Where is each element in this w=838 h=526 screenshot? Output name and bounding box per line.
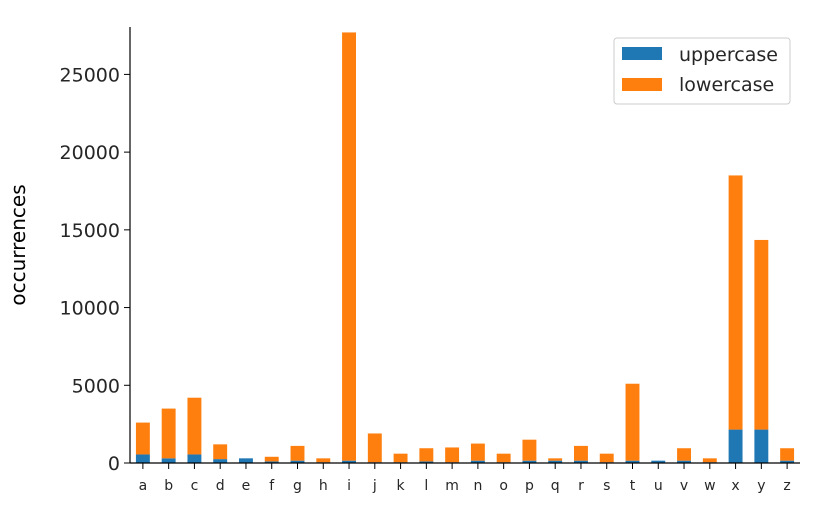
bar-uppercase-l <box>419 461 434 463</box>
x-tick-label-a: a <box>139 478 148 494</box>
bar-uppercase-q <box>548 460 563 463</box>
bar-lowercase-c <box>187 397 202 455</box>
x-tick-label-q: q <box>551 478 560 494</box>
bar-lowercase-s <box>599 453 614 463</box>
x-tick-label-u: u <box>654 478 663 494</box>
x-tick-label-n: n <box>473 478 482 494</box>
bar-uppercase-e <box>239 458 253 463</box>
bar-uppercase-b <box>161 458 176 463</box>
bar-uppercase-f <box>264 461 279 463</box>
x-tick-label-l: l <box>424 478 428 494</box>
bar-lowercase-n <box>470 443 485 461</box>
y-tick-label: 15000 <box>60 220 120 242</box>
bar-lowercase-t <box>625 383 640 461</box>
bar-lowercase-r <box>574 445 588 461</box>
bar-uppercase-n <box>470 460 485 463</box>
bar-uppercase-y <box>754 429 769 463</box>
legend-swatch-uppercase <box>622 47 662 60</box>
y-tick-label: 5000 <box>72 375 120 397</box>
y-tick-label: 0 <box>108 453 120 475</box>
legend: uppercase lowercase <box>613 37 791 105</box>
legend-swatch-lowercase <box>622 78 662 91</box>
x-tick-label-j: j <box>372 478 377 494</box>
plot-area <box>135 32 795 463</box>
x-tick-label-p: p <box>525 478 534 494</box>
bar-lowercase-k <box>393 453 408 463</box>
bar-lowercase-f <box>264 456 279 462</box>
x-tick-label-w: w <box>704 478 715 494</box>
x-tick-label-i: i <box>347 478 351 494</box>
y-tick-label: 20000 <box>60 142 120 164</box>
bar-lowercase-d <box>213 444 228 460</box>
x-tick-label-b: b <box>164 478 173 494</box>
y-tick-label: 10000 <box>60 298 120 320</box>
bar-uppercase-v <box>677 460 691 463</box>
x-tick-label-z: z <box>783 478 790 494</box>
bar-lowercase-y <box>754 239 769 430</box>
y-tick-label: 25000 <box>60 64 120 86</box>
bar-uppercase-d <box>213 459 228 463</box>
bar-lowercase-z <box>780 448 795 461</box>
x-tick-label-s: s <box>603 478 610 494</box>
x-tick-label-m: m <box>445 478 459 494</box>
bar-uppercase-u <box>651 460 666 463</box>
legend-label-uppercase: uppercase <box>679 44 778 66</box>
bar-uppercase-g <box>290 460 305 463</box>
x-tick-label-t: t <box>630 478 636 494</box>
x-tick-label-v: v <box>680 478 688 494</box>
bar-lowercase-w <box>702 458 717 463</box>
bar-lowercase-x <box>728 175 743 430</box>
bar-lowercase-v <box>677 448 691 461</box>
y-axis-label: occurrences <box>6 184 30 305</box>
legend-label-lowercase: lowercase <box>679 74 774 96</box>
x-tick-label-r: r <box>578 478 584 494</box>
x-tick-label-o: o <box>499 478 508 494</box>
bar-lowercase-j <box>367 433 382 463</box>
bar-lowercase-o <box>496 453 511 463</box>
bar-lowercase-l <box>419 448 434 462</box>
bar-lowercase-i <box>342 32 356 461</box>
x-tick-label-x: x <box>731 478 739 494</box>
bar-lowercase-g <box>290 445 305 461</box>
bar-uppercase-i <box>342 460 356 463</box>
bar-lowercase-b <box>161 408 176 459</box>
x-tick-label-y: y <box>757 478 765 494</box>
bar-uppercase-z <box>780 460 795 463</box>
bar-uppercase-c <box>187 454 202 463</box>
bar-uppercase-x <box>728 429 743 463</box>
bar-uppercase-p <box>522 460 537 463</box>
bar-lowercase-p <box>522 439 537 461</box>
bar-uppercase-r <box>574 460 588 463</box>
x-tick-label-g: g <box>293 478 302 494</box>
bar-lowercase-m <box>445 447 460 463</box>
bar-lowercase-q <box>548 458 563 461</box>
x-tick-label-d: d <box>216 478 225 494</box>
bar-uppercase-a <box>135 454 150 463</box>
bar-lowercase-a <box>135 422 150 455</box>
y-axis: 0 5000 10000 15000 20000 25000 <box>60 27 131 475</box>
x-tick-label-c: c <box>191 478 199 494</box>
x-tick-label-k: k <box>397 478 406 494</box>
x-tick-label-h: h <box>319 478 328 494</box>
bar-uppercase-t <box>625 460 640 463</box>
x-tick-label-e: e <box>242 478 251 494</box>
bar-lowercase-h <box>316 458 331 463</box>
x-tick-label-f: f <box>269 478 275 494</box>
